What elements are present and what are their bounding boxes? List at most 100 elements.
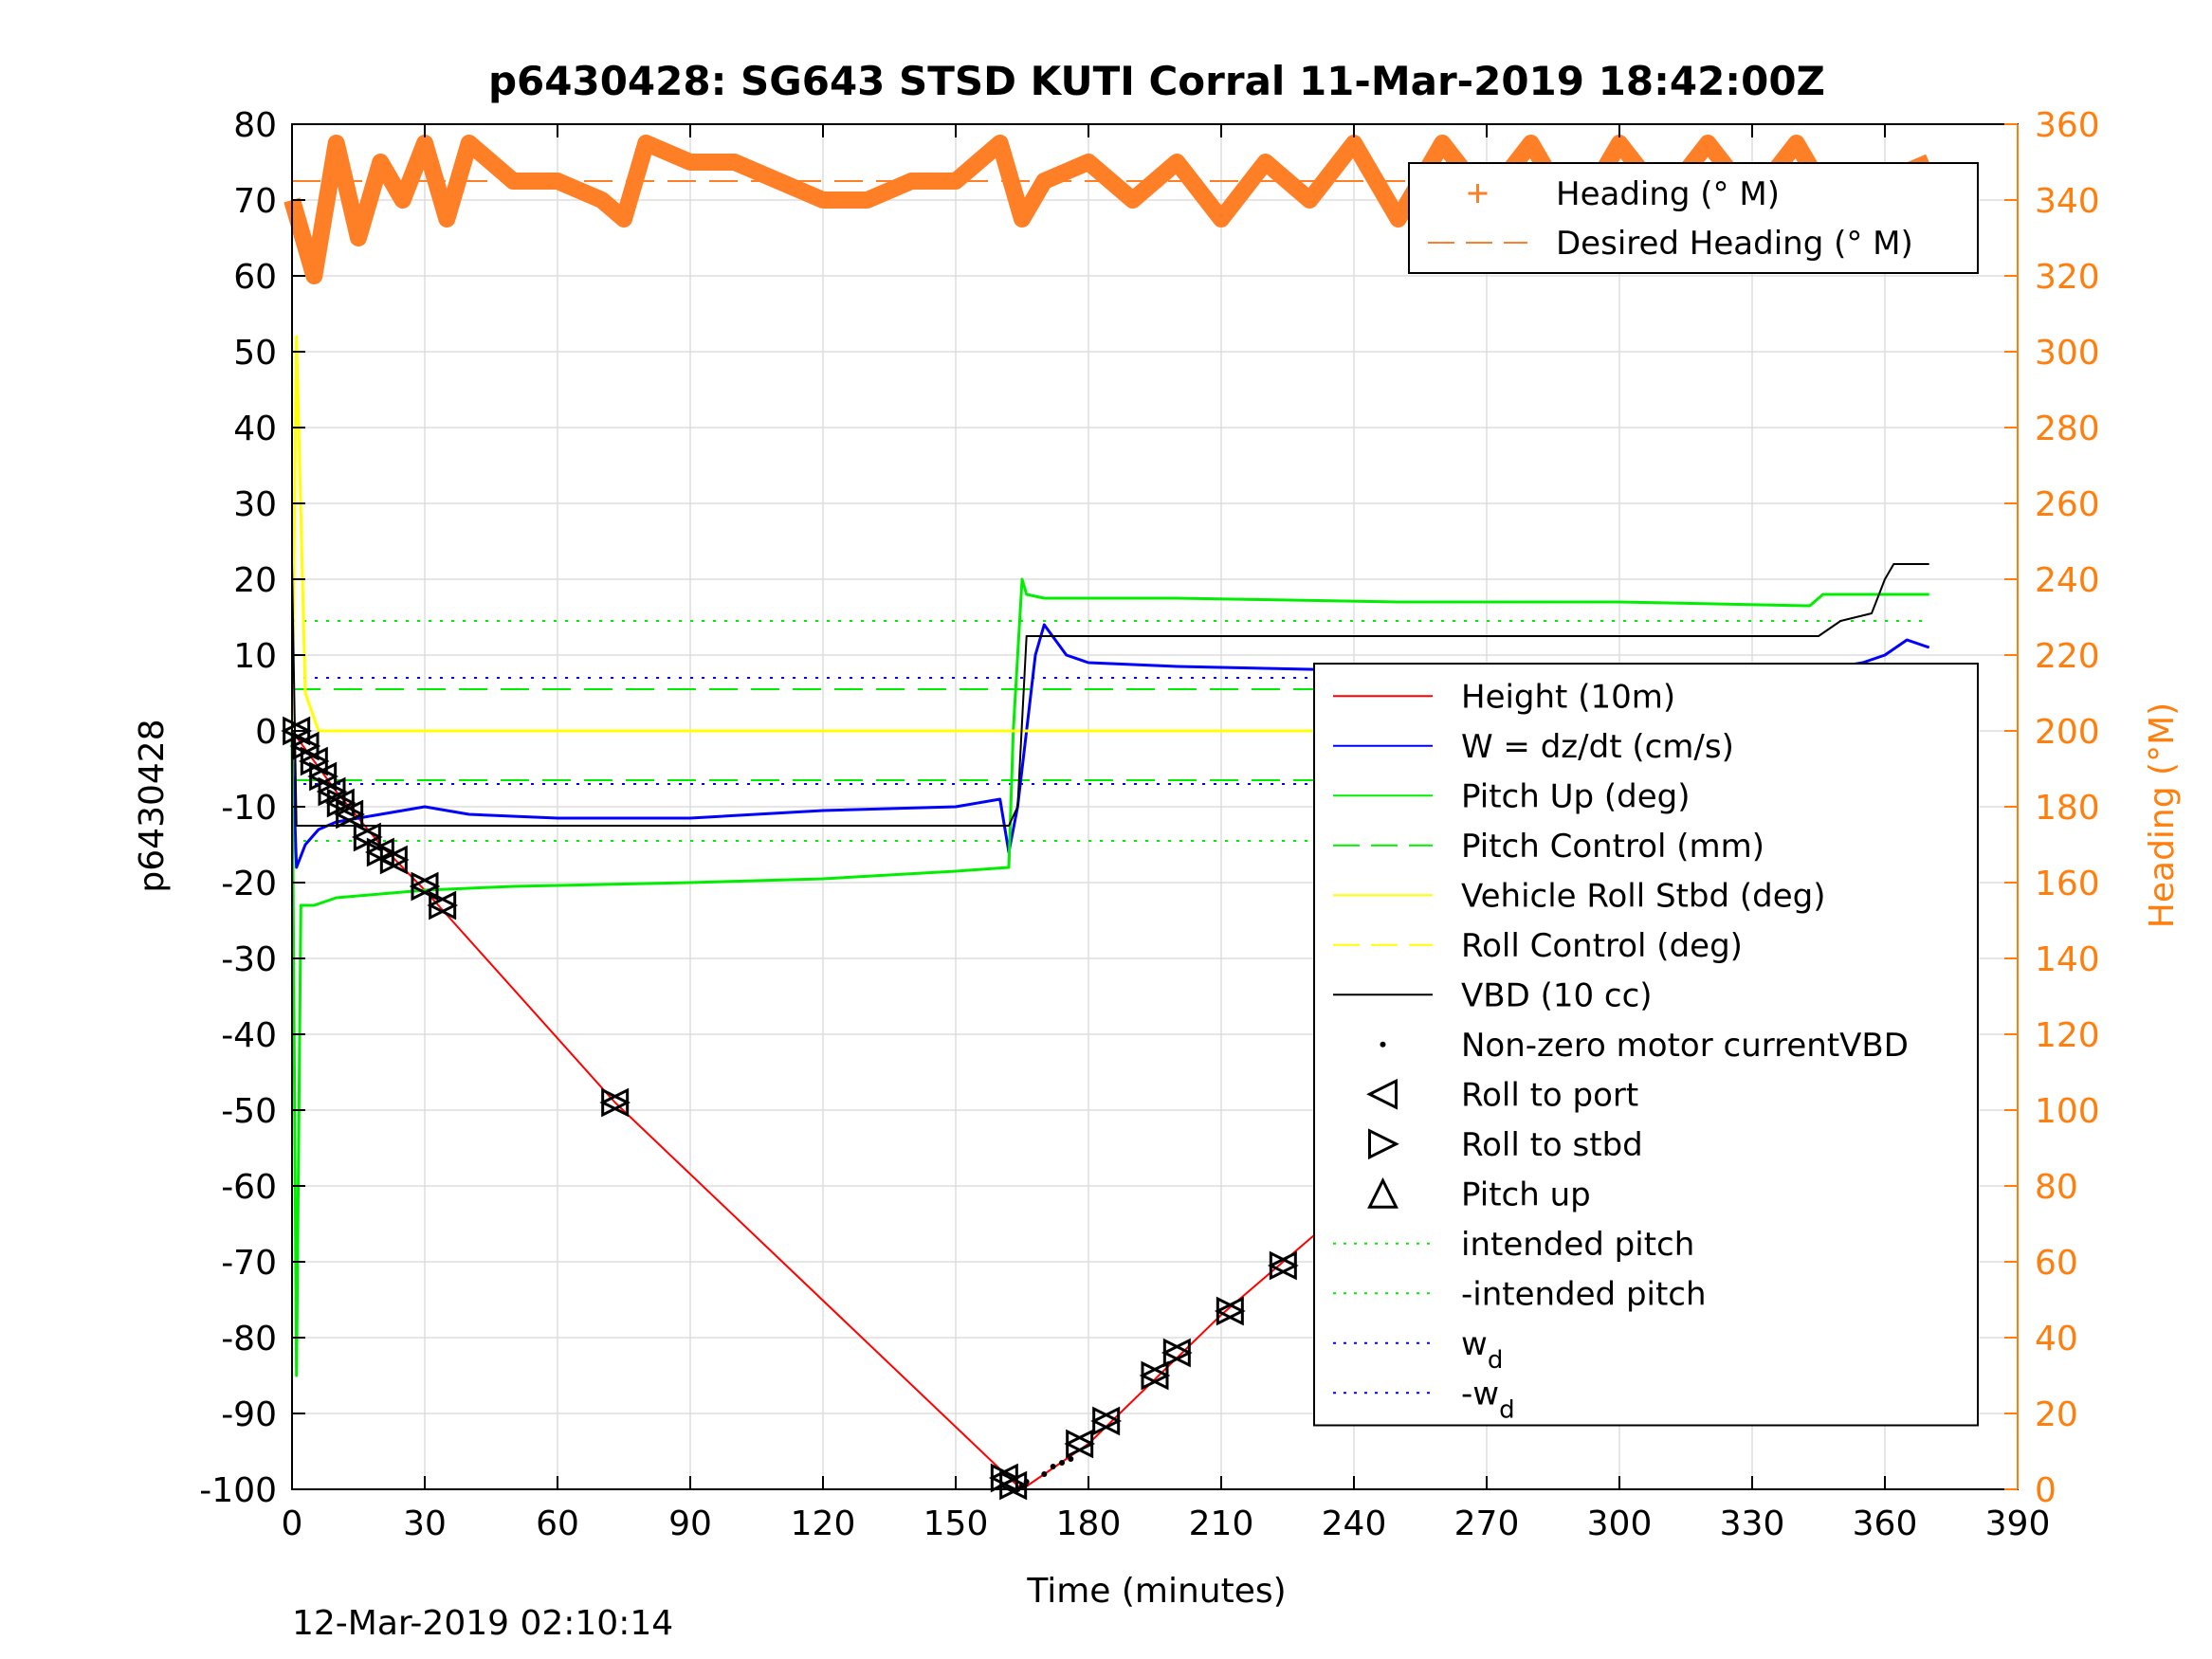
roll-to-stbd-marker xyxy=(326,788,356,818)
vbd-motor-dot xyxy=(1041,1471,1048,1477)
y2-tick-label: 360 xyxy=(2035,106,2100,145)
x-axis-label: Time (minutes) xyxy=(1026,1572,1286,1611)
chart-title: p6430428: SG643 STSD KUTI Corral 11-Mar-… xyxy=(488,58,1825,104)
vbd-motor-dot xyxy=(1068,1456,1074,1462)
x-tick-label: 180 xyxy=(1056,1504,1122,1543)
y2-tick-label: 260 xyxy=(2035,485,2100,524)
x-tick-label: 390 xyxy=(1985,1504,2051,1543)
y2-tick-label: 100 xyxy=(2035,1092,2100,1131)
y-axis-ticks: -100-90-80-70-60-50-40-30-20-10010203040… xyxy=(199,106,305,1510)
y-tick-label: -90 xyxy=(221,1395,277,1434)
y-tick-label: -10 xyxy=(221,789,277,828)
x-tick-label: 150 xyxy=(923,1504,989,1543)
x-axis-ticks: 0 30 60 90 120 150 180 210 240 270 300 330 360 390 xyxy=(282,124,2051,1543)
legend-swatch xyxy=(1367,1176,1398,1209)
roll-to-stbd-marker xyxy=(1066,1429,1096,1459)
roll-to-stbd-marker xyxy=(601,1087,631,1118)
roll-to-stbd-marker xyxy=(999,1470,1030,1501)
legend-swatch xyxy=(1380,1041,1386,1048)
legend-label: Height (10m) xyxy=(1461,678,1675,716)
x-tick-label: 30 xyxy=(403,1504,447,1543)
vbd-motor-dot xyxy=(1019,1483,1025,1488)
legend-label: Roll to port xyxy=(1461,1076,1638,1114)
y-tick-label: 0 xyxy=(255,713,277,752)
y-tick-label: -50 xyxy=(221,1092,277,1131)
vbd-motor-dot xyxy=(1050,1464,1056,1469)
x-tick-label: 300 xyxy=(1587,1504,1653,1543)
x-tick-label: 120 xyxy=(791,1504,856,1543)
y2-tick-label: 60 xyxy=(2035,1244,2078,1283)
legend-label: intended pitch xyxy=(1461,1226,1694,1264)
reference-lines xyxy=(292,620,1929,842)
legend-label-subscript: d xyxy=(1499,1395,1515,1424)
roll-to-stbd-marker xyxy=(1162,1338,1193,1368)
legend-label: Pitch Control (mm) xyxy=(1461,828,1764,866)
y2-tick-label: 340 xyxy=(2035,182,2100,221)
legend-label-subscript: d xyxy=(1488,1346,1504,1375)
roll-to-stbd-marker xyxy=(1269,1250,1299,1281)
roll-to-stbd-marker xyxy=(379,845,410,875)
legend-swatch xyxy=(1366,1078,1398,1110)
y2-tick-label: 200 xyxy=(2035,713,2100,752)
y-tick-label: 40 xyxy=(233,410,277,448)
roll-to-stbd-marker xyxy=(1141,1360,1171,1391)
y-tick-label: 20 xyxy=(233,561,277,600)
x-tick-label: 330 xyxy=(1720,1504,1785,1543)
y-tick-label: -80 xyxy=(221,1320,277,1358)
x-tick-label: 360 xyxy=(1853,1504,1918,1543)
y2-tick-label: 160 xyxy=(2035,865,2100,903)
y2-tick-label: 300 xyxy=(2035,334,2100,373)
legend-label: -intended pitch xyxy=(1461,1275,1707,1313)
y2-tick-label: 40 xyxy=(2035,1320,2078,1358)
legend-label: Pitch up xyxy=(1461,1176,1591,1213)
y-tick-label: 70 xyxy=(233,182,277,221)
y2-axis-label: Heading (°M) xyxy=(2143,702,2182,928)
y-tick-label: -60 xyxy=(221,1168,277,1207)
vbd-motor-dot xyxy=(1023,1479,1030,1485)
roll-to-stbd-marker xyxy=(411,871,441,902)
y2-tick-label: 140 xyxy=(2035,940,2100,979)
y2-tick-label: 80 xyxy=(2035,1168,2078,1207)
x-tick-label: 210 xyxy=(1189,1504,1254,1543)
y-tick-label: 50 xyxy=(233,334,277,373)
legend-main: Height (10m) W = dz/dt (cm/s) Pitch Up (de… xyxy=(1313,663,1979,1427)
y2-tick-label: 0 xyxy=(2035,1471,2057,1510)
legend-heading: Heading (° M) Desired Heading (° M) xyxy=(1408,162,1979,274)
roll-to-stbd-marker xyxy=(1092,1406,1123,1436)
legend-label: VBD (10 cc) xyxy=(1461,976,1653,1014)
roll-to-stbd-marker xyxy=(336,799,366,830)
series-line xyxy=(290,577,1929,1377)
legend-label: Non-zero motor currentVBD xyxy=(1461,1027,1909,1065)
roll-to-stbd-marker xyxy=(429,890,459,921)
y2-tick-label: 280 xyxy=(2035,410,2100,448)
y-tick-label: -30 xyxy=(221,940,277,979)
y-axis-label: p6430428 xyxy=(133,719,172,892)
x-tick-label: 240 xyxy=(1322,1504,1387,1543)
y2-tick-label: 240 xyxy=(2035,561,2100,600)
legend-box xyxy=(1408,162,1979,274)
y-tick-label: -100 xyxy=(199,1471,277,1510)
x-tick-label: 90 xyxy=(668,1504,712,1543)
x-tick-label: 0 xyxy=(282,1504,303,1543)
vbd-motor-dot xyxy=(1059,1460,1065,1466)
legend-label: Roll Control (deg) xyxy=(1461,927,1743,965)
x-tick-label: 270 xyxy=(1454,1504,1520,1543)
y2-tick-label: 220 xyxy=(2035,637,2100,676)
legend-label: Vehicle Roll Stbd (deg) xyxy=(1461,877,1826,915)
y-tick-label: 80 xyxy=(233,106,277,145)
x-tick-label: 60 xyxy=(536,1504,579,1543)
legend-box xyxy=(1313,663,1979,1427)
series-line xyxy=(291,563,1929,827)
legend-swatch xyxy=(1468,184,1488,203)
legend-label: W = dz/dt (cm/s) xyxy=(1461,728,1734,766)
legend-label: Desired Heading (° M) xyxy=(1556,225,1913,263)
y2-tick-label: 120 xyxy=(2035,1016,2100,1055)
y-tick-label: -20 xyxy=(221,865,277,903)
legend-label: Pitch Up (deg) xyxy=(1461,777,1690,815)
y-tick-label: -70 xyxy=(221,1244,277,1283)
timestamp: 12-Mar-2019 02:10:14 xyxy=(292,1604,674,1643)
y2-tick-label: 20 xyxy=(2035,1395,2078,1434)
legend-label: Heading (° M) xyxy=(1556,175,1780,213)
y-tick-label: 30 xyxy=(233,485,277,524)
